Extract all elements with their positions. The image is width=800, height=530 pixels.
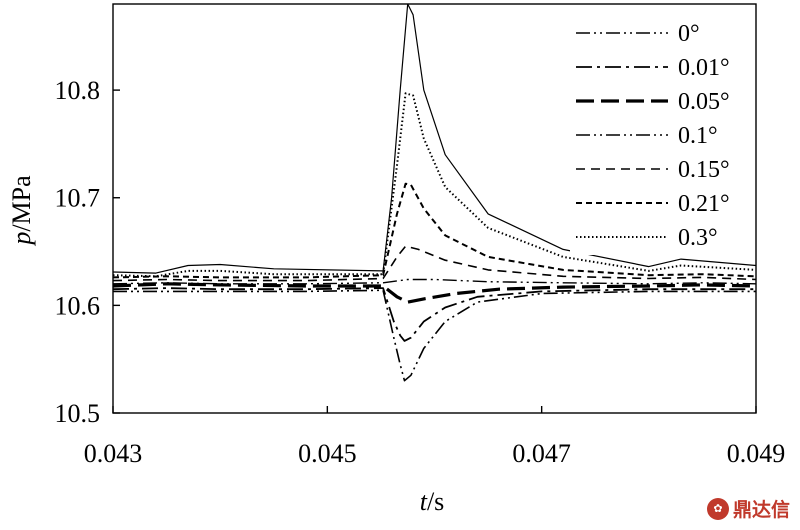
series-line-5 [113,182,756,279]
series-group [113,4,756,382]
series-line-7 [113,4,756,274]
y-tick-label: 10.7 [55,184,101,213]
x-tick-label: 0.047 [512,439,571,468]
y-tick-label: 10.5 [55,399,101,428]
series-line-1 [113,287,756,342]
legend-label: 0.05° [678,89,730,115]
legend-label: 0.15° [678,157,730,183]
series-line-0 [113,289,756,382]
series-line-3 [113,278,756,285]
y-tick-label: 10.8 [55,76,101,105]
x-tick-label: 0.043 [84,439,143,468]
series-line-4 [113,245,756,282]
watermark: ✿ 鼎达信 [706,495,790,522]
plot-frame [112,3,757,414]
legend-label: 0° [678,21,700,47]
axes [112,3,757,414]
y-axis-title: p/MPa [7,175,36,247]
x-tick-label: 0.049 [727,439,786,468]
series-line-2 [113,282,756,304]
watermark-text: 鼎达信 [732,499,790,521]
legend-label: 0.3° [678,225,718,251]
y-tick-label: 10.6 [55,291,101,320]
x-axis-title: t/s [420,487,445,516]
series-line-6 [113,92,756,278]
legend-label: 0.01° [678,55,730,81]
legend-label: 0.1° [678,123,718,149]
legend-label: 0.21° [678,191,730,217]
brand-logo-icon: ✿ [706,497,729,520]
legend: 0° 0.01° 0.05° 0.1° 0.15° 0.21° 0.3° [570,15,750,255]
x-tick-label: 0.045 [298,439,357,468]
tick-labels: 0.043 0.045 0.047 0.049 10.5 10.6 10.7 10.8 [55,76,786,468]
